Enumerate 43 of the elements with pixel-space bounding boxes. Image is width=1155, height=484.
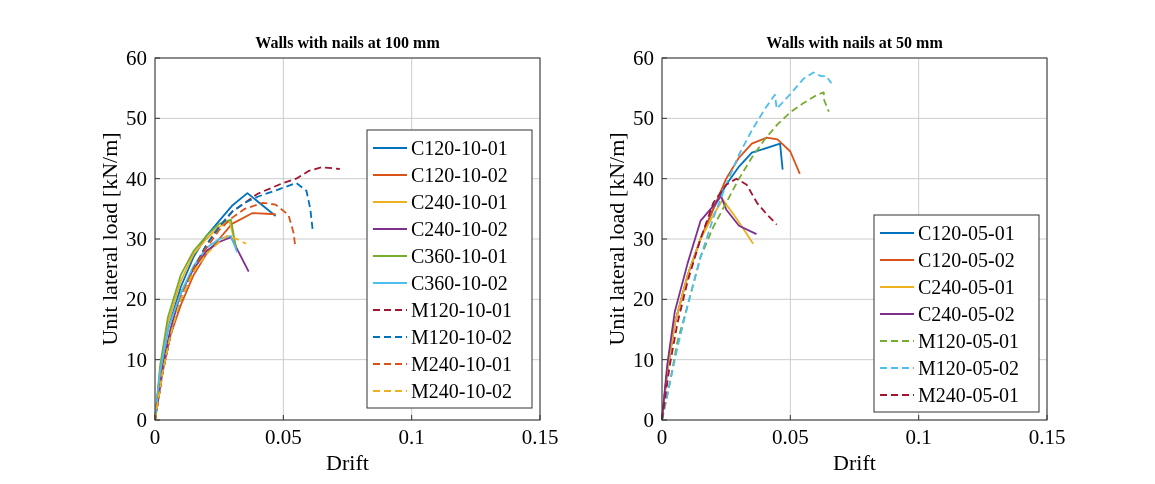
y-axis-title: Unit lateral load [kN/m] xyxy=(97,132,122,346)
y-tick-label: 0 xyxy=(136,408,147,432)
legend-label: M120-05-01 xyxy=(918,330,1020,352)
y-axis-title: Unit lateral load [kN/m] xyxy=(604,132,629,346)
y-tick-label: 40 xyxy=(126,166,147,191)
y-tick-label: 20 xyxy=(633,287,654,312)
y-tick-label: 30 xyxy=(633,227,654,251)
y-tick-label: 0 xyxy=(643,408,654,432)
y-tick-label: 60 xyxy=(633,46,654,70)
legend-label: M120-05-02 xyxy=(918,357,1020,379)
legend-label: C240-05-01 xyxy=(918,276,1015,298)
legend-label: C360-10-02 xyxy=(411,272,508,294)
x-tick-label: 0.1 xyxy=(905,425,932,449)
x-tick-label: 0.15 xyxy=(521,425,559,449)
chart-title: Walls with nails at 50 mm xyxy=(766,34,944,51)
legend-label: C120-05-02 xyxy=(918,249,1015,271)
x-axis-title: Drift xyxy=(326,450,369,475)
x-tick-label: 0.05 xyxy=(264,425,302,449)
y-tick-label: 40 xyxy=(633,166,654,191)
legend-label: C120-05-01 xyxy=(918,222,1015,244)
y-tick-label: 10 xyxy=(633,347,654,372)
legend-label: M240-10-01 xyxy=(411,353,513,375)
legend-label: M120-10-01 xyxy=(411,299,513,321)
x-tick-label: 0.15 xyxy=(1028,425,1066,449)
x-axis-title: Drift xyxy=(833,450,876,475)
legend-label: C240-10-02 xyxy=(411,218,508,240)
legend-label: M240-05-01 xyxy=(918,384,1020,406)
y-tick-label: 50 xyxy=(126,106,147,131)
legend-label: C360-10-01 xyxy=(411,245,508,267)
y-tick-label: 50 xyxy=(633,106,654,131)
y-tick-label: 60 xyxy=(126,46,147,70)
x-tick-label: 0.1 xyxy=(398,425,425,449)
legend-label: C240-10-01 xyxy=(411,191,508,213)
x-tick-label: 0.05 xyxy=(771,425,809,449)
y-tick-label: 20 xyxy=(126,287,147,312)
legend-label: C120-10-02 xyxy=(411,164,508,186)
legend-label: C120-10-01 xyxy=(411,137,508,159)
legend-label: M240-10-02 xyxy=(411,380,513,402)
y-tick-label: 30 xyxy=(126,227,147,251)
y-tick-label: 10 xyxy=(126,347,147,372)
legend-label: M120-10-02 xyxy=(411,326,513,348)
chart-title: Walls with nails at 100 mm xyxy=(255,34,441,51)
legend-label: C240-05-02 xyxy=(918,303,1015,325)
